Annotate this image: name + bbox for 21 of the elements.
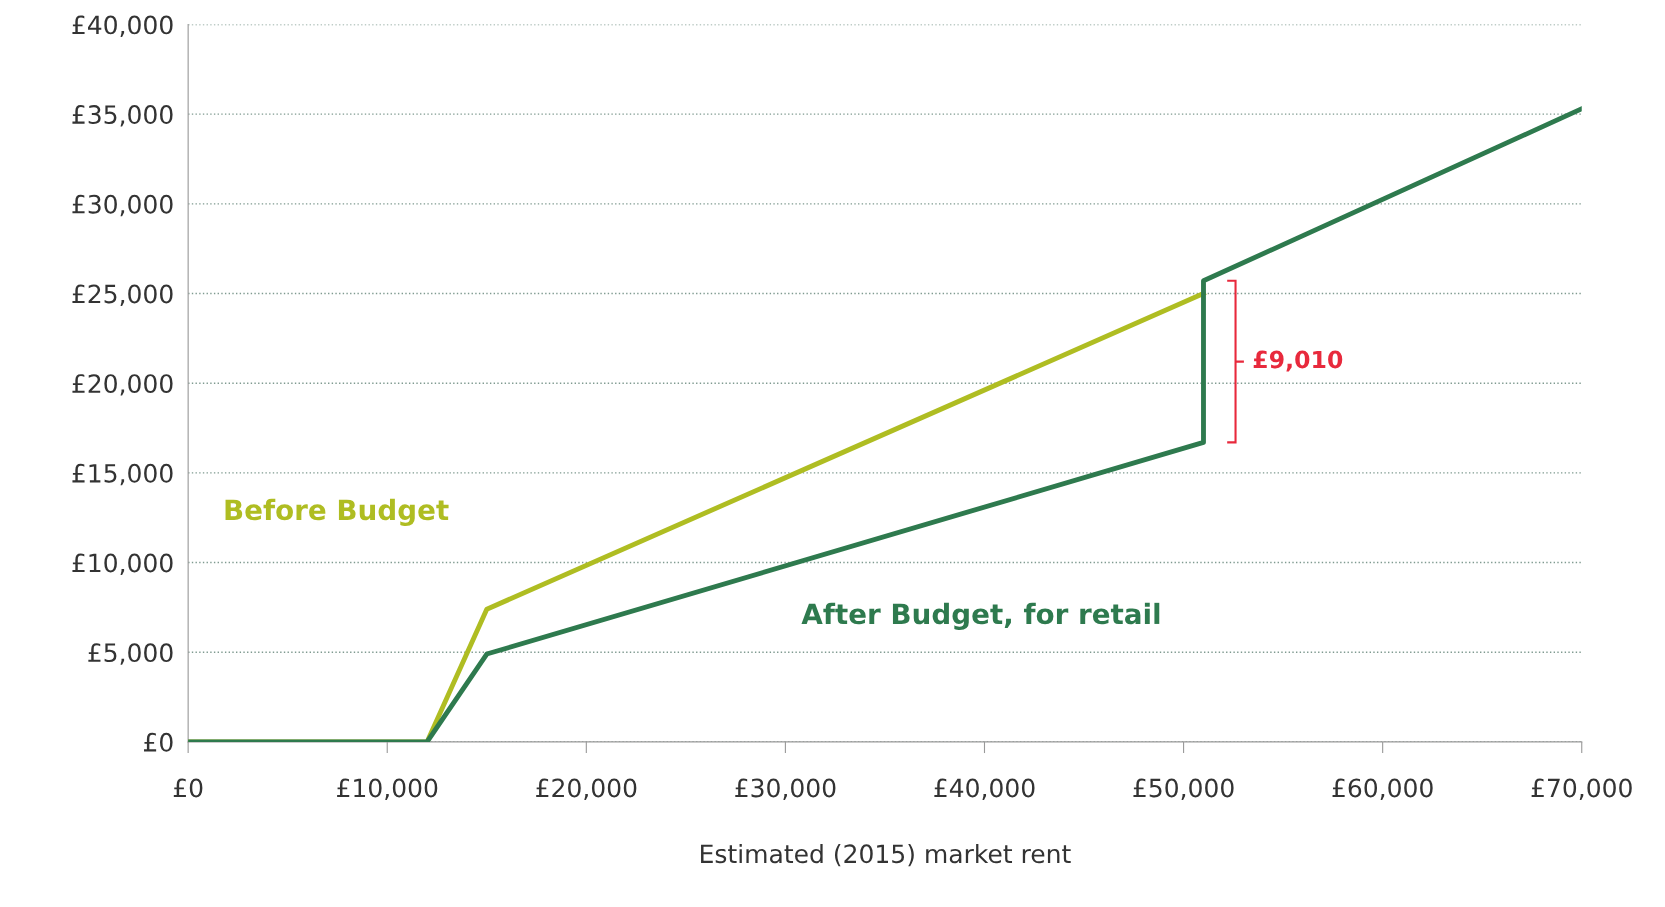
x-tick-label: £40,000: [934, 778, 1035, 800]
x-axis-title: Estimated (2015) market rent: [701, 843, 1071, 867]
y-tick-label: £0: [144, 732, 173, 752]
text: Before Budget: [225, 498, 449, 526]
x-tick-label: £50,000: [1133, 778, 1234, 800]
x-tick-label: £30,000: [735, 778, 836, 800]
y-tick-label: £35,000: [72, 105, 173, 127]
series-label: After Budget, for retail: [801, 602, 1160, 630]
x-tick-label: £20,000: [536, 778, 637, 800]
y-tick-label: £20,000: [72, 374, 173, 396]
annotation: £9,010: [1253, 350, 1343, 372]
x-tick-label: £10,000: [337, 778, 438, 800]
y-tick-label: £25,000: [72, 284, 173, 306]
y-tick-label: £30,000: [72, 194, 173, 217]
x-tick-label: £60,000: [1332, 778, 1433, 800]
y-tick-label: £15,000: [72, 463, 173, 486]
y-tick-label: £40,000: [72, 15, 173, 37]
y-tick-label: £5,000: [88, 643, 173, 665]
x-tick-label: £0: [173, 778, 203, 798]
y-tick-label: £10,000: [72, 553, 173, 575]
x-tick-label: £70,000: [1531, 778, 1632, 800]
